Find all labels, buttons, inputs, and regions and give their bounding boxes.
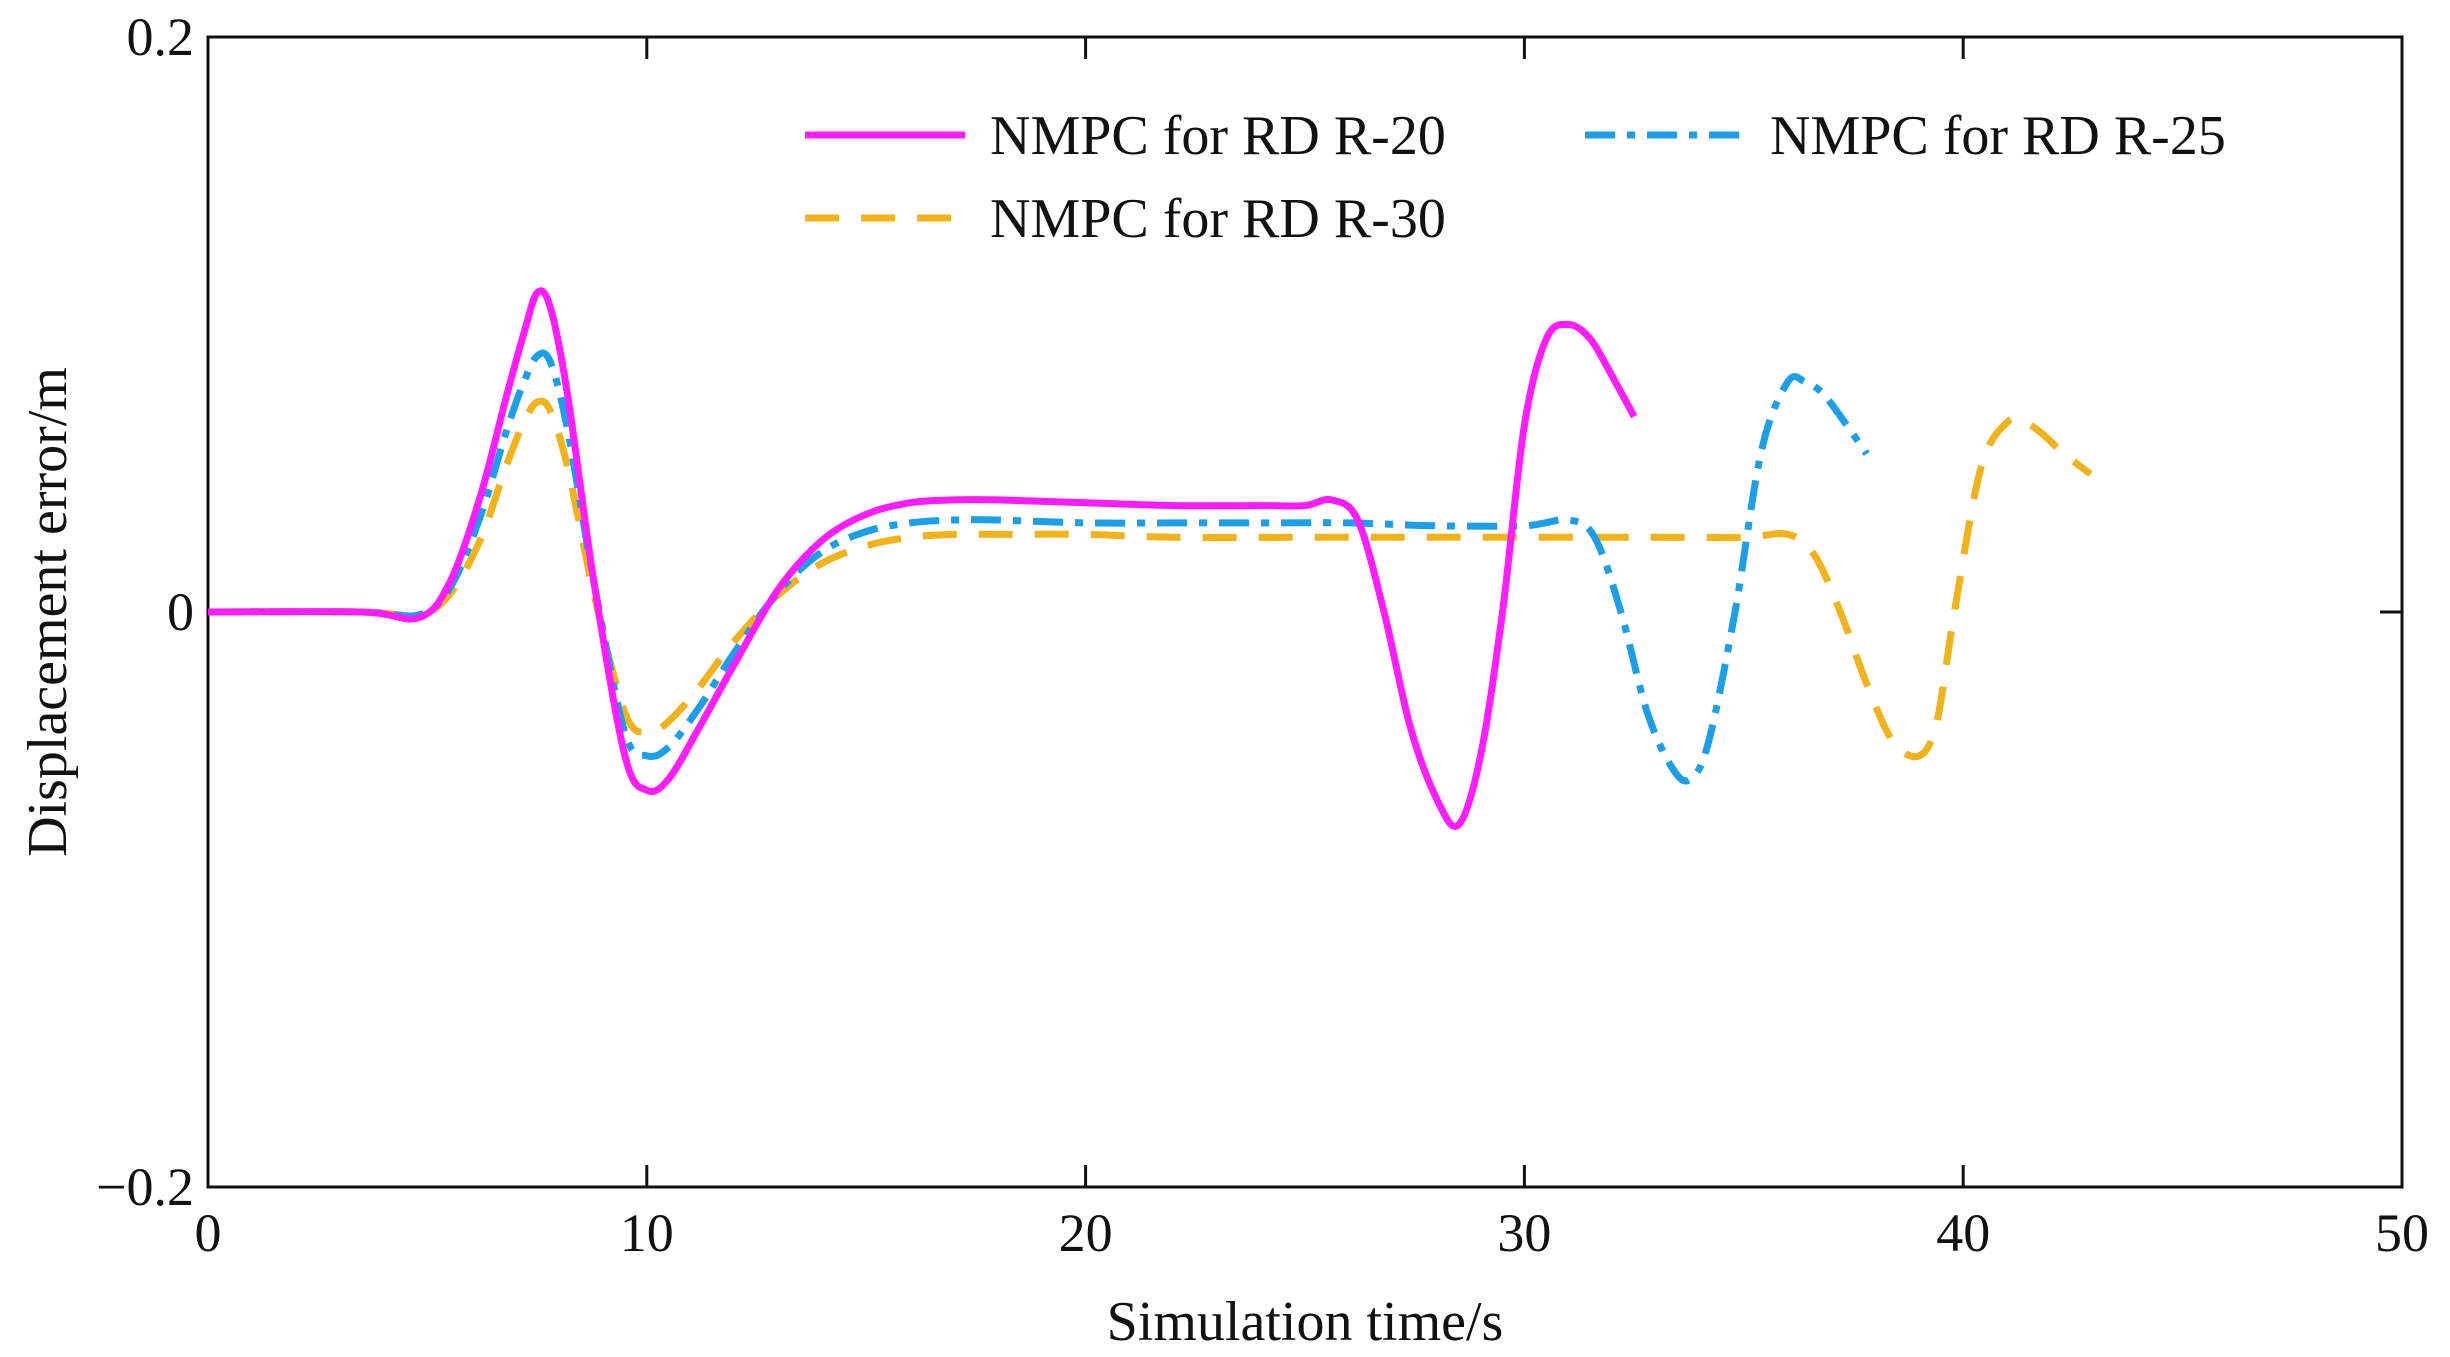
x-tick-label: 10 [620,1203,674,1263]
axis-ticks: 0 10 20 30 40 50−0.200.2 [96,7,2429,1263]
y-axis-title: Displacement error/m [17,367,79,857]
x-tick-label: 20 [1059,1203,1113,1263]
legend-label-1: NMPC for RD R-20 [990,105,1446,167]
x-axis-title: Simulation time/s [1107,1291,1504,1353]
x-tick-label: 50 [2375,1203,2429,1263]
y-tick-label: 0.2 [127,7,195,67]
x-tick-label: 40 [1936,1203,1990,1263]
series-layer [207,287,2093,830]
y-tick-label: 0 [167,582,194,642]
legend-label-3: NMPC for RD R-30 [990,188,1446,250]
legend: NMPC for RD R-20 NMPC for RD R-25 NMPC for… [805,105,2226,250]
series-line-1 [207,287,1638,830]
y-tick-label: −0.2 [96,1157,194,1217]
x-tick-label: 30 [1497,1203,1551,1263]
series-line-3 [207,397,2093,761]
x-tick-label: 0 [195,1203,222,1263]
series-line-2 [207,349,1870,785]
legend-label-2: NMPC for RD R-25 [1770,105,2226,167]
